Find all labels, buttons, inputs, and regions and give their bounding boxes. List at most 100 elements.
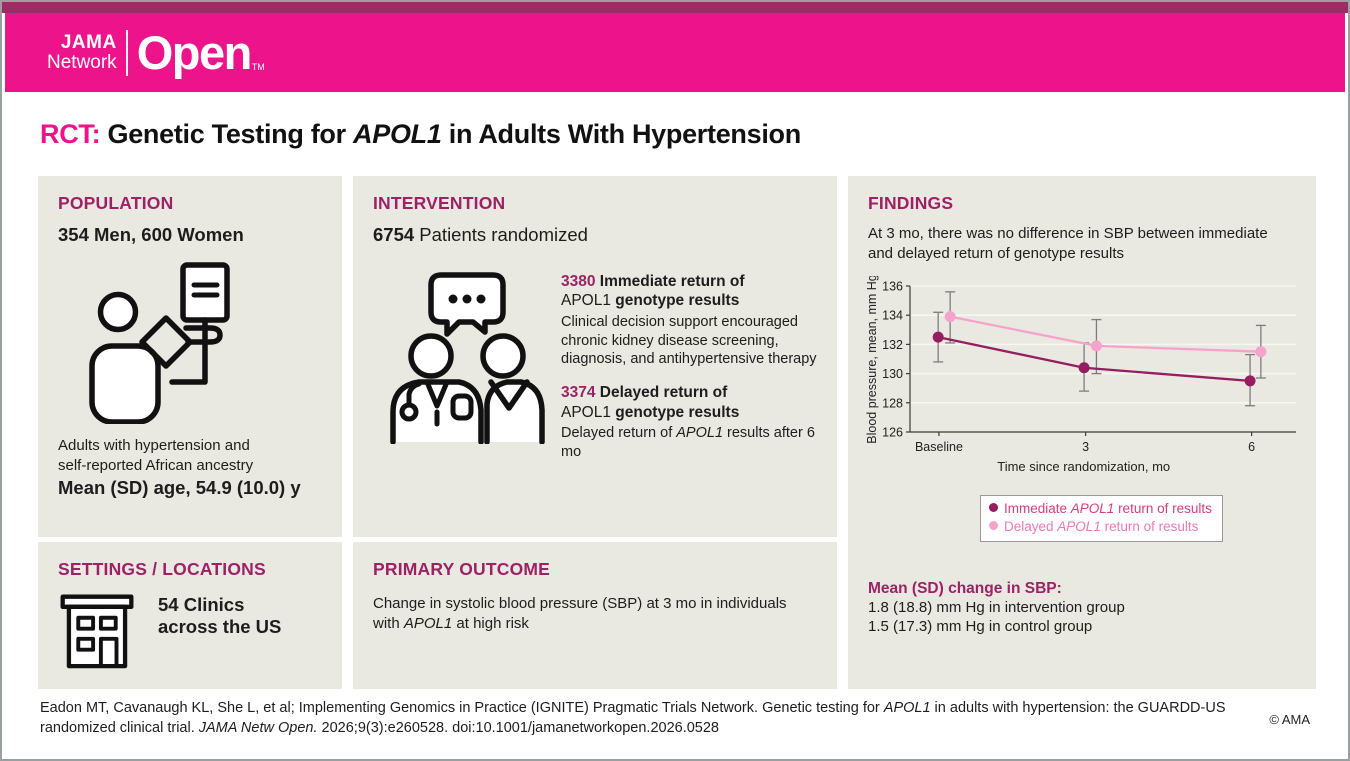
- svg-text:Baseline: Baseline: [915, 440, 963, 454]
- svg-text:134: 134: [882, 309, 903, 323]
- group2-body-pre: Delayed return of: [561, 425, 677, 442]
- primary-outcome-post: at high risk: [452, 615, 529, 633]
- citation-journal: JAMA Netw Open.: [198, 719, 318, 736]
- intervention-count: 6754: [373, 224, 415, 245]
- settings-text: 54 Clinics across the US: [158, 594, 281, 638]
- legend-immediate-post: return of results: [1114, 500, 1212, 516]
- logo-jama-text: JAMA: [60, 32, 117, 54]
- group2-apol1: APOL1: [561, 403, 616, 421]
- legend-immediate-pre: Immediate: [1004, 500, 1071, 516]
- intervention-icon-column: [373, 272, 561, 462]
- jama-network-wordmark: JAMA Network: [47, 33, 117, 72]
- logo-network-text: Network: [47, 51, 117, 73]
- population-desc-line1: Adults with hypertension and: [58, 437, 250, 454]
- settings-row: 54 Clinics across the US: [58, 590, 322, 672]
- svg-text:126: 126: [882, 425, 903, 439]
- group2-body-apol1: APOL1: [676, 425, 724, 442]
- primary-outcome-header: PRIMARY OUTCOME: [373, 559, 551, 579]
- primary-outcome-pre: Change in systolic blood pressure (SBP) …: [373, 595, 787, 633]
- footer: Eadon MT, Cavanaugh KL, She L, et al; Im…: [40, 699, 1310, 738]
- group2-body-post: results after 6 mo: [561, 425, 815, 460]
- delayed-series-marker: [989, 520, 998, 530]
- mean-sd-block: Mean (SD) change in SBP: 1.8 (18.8) mm H…: [868, 580, 1296, 638]
- citation: Eadon MT, Cavanaugh KL, She L, et al; Im…: [40, 699, 1230, 738]
- group1-count: 3380: [561, 273, 596, 290]
- legend-item-immediate: Immediate APOL1 return of results: [989, 500, 1212, 518]
- citation-apol1: APOL1: [883, 700, 931, 716]
- group1-title: Immediate return of: [595, 273, 745, 290]
- primary-outcome-apol1: APOL1: [403, 615, 453, 633]
- header-top-strip: [2, 2, 1348, 13]
- logo-open-text: Open TM: [137, 29, 267, 76]
- population-desc-line2: self-reported African ancestry: [58, 456, 254, 474]
- group1-body: Clinical decision support encouraged chr…: [561, 313, 817, 368]
- legend-delayed-post: return of results: [1100, 518, 1199, 534]
- intervention-group1: 3380 Immediate return of APOL1 genotype …: [561, 272, 817, 369]
- logo-divider: [125, 29, 128, 76]
- group2-title: Delayed return of: [595, 384, 728, 402]
- svg-text:3: 3: [1082, 440, 1089, 454]
- svg-text:130: 130: [882, 367, 903, 381]
- legend-immediate-label: Immediate APOL1 return of results: [1004, 501, 1212, 516]
- svg-text:132: 132: [882, 338, 903, 352]
- patient-blood-pressure-icon: [89, 262, 230, 424]
- intervention-count-line: 6754 Patients randomized: [373, 224, 817, 246]
- group1-heading: 3380 Immediate return of APOL1 genotype …: [561, 272, 817, 311]
- logo-open-word: Open: [136, 26, 253, 79]
- mean-sd-line1: 1.8 (18.8) mm Hg in intervention group: [868, 598, 1125, 616]
- group2-body: Delayed return of APOL1 results after 6 …: [561, 424, 817, 462]
- group1-apol1: APOL1: [561, 292, 616, 310]
- population-description: Adults with hypertension and self-report…: [58, 436, 322, 475]
- population-panel: POPULATION 354 Men, 600 Women Adults wit…: [38, 176, 342, 537]
- svg-text:128: 128: [882, 396, 903, 410]
- group1-genotype: genotype results: [615, 292, 740, 310]
- citation-seg5: 2026;9(3):e260528. doi:10.1001/jamanetwo…: [317, 719, 719, 736]
- title-part2: in Adults With Hypertension: [441, 119, 801, 149]
- brand-header: JAMA Network Open TM: [5, 13, 1345, 92]
- svg-text:Blood pressure, mean, mm Hg: Blood pressure, mean, mm Hg: [865, 276, 879, 444]
- mean-sd-line2: 1.5 (17.3) mm Hg in control group: [868, 618, 1093, 636]
- settings-header: SETTINGS / LOCATIONS: [58, 559, 266, 579]
- legend-delayed-label: Delayed APOL1 return of results: [1004, 519, 1198, 534]
- chart-legend: Immediate APOL1 return of results Delaye…: [980, 494, 1223, 542]
- intervention-text-column: 3380 Immediate return of APOL1 genotype …: [561, 272, 817, 462]
- intervention-panel: INTERVENTION 6754 Patients randomized: [353, 176, 837, 537]
- legend-item-delayed: Delayed APOL1 return of results: [989, 518, 1212, 536]
- copyright-ama: © AMA: [1269, 712, 1310, 727]
- title-apol1: APOL1: [353, 119, 442, 149]
- population-stats: 354 Men, 600 Women: [58, 224, 244, 245]
- intervention-header: INTERVENTION: [373, 193, 506, 213]
- settings-panel: SETTINGS / LOCATIONS 54 Clinics across t…: [38, 542, 342, 689]
- title-rct-prefix: RCT:: [40, 119, 101, 149]
- mean-sd-heading: Mean (SD) change in SBP:: [868, 579, 1062, 597]
- page-title: RCT: Genetic Testing for APOL1 in Adults…: [40, 119, 1348, 150]
- population-header: POPULATION: [58, 193, 174, 213]
- intervention-count-label: Patients randomized: [414, 224, 588, 245]
- findings-panel: FINDINGS At 3 mo, there was no differenc…: [848, 176, 1316, 689]
- intervention-group2: 3374 Delayed return of APOL1 genotype re…: [561, 383, 817, 461]
- svg-text:Time since randomization, mo: Time since randomization, mo: [997, 459, 1170, 474]
- jama-network-open-logo: JAMA Network Open TM: [47, 29, 267, 76]
- panel-grid: POPULATION 354 Men, 600 Women Adults wit…: [38, 176, 1316, 689]
- intervention-body-row: 3380 Immediate return of APOL1 genotype …: [373, 272, 817, 462]
- findings-chart-svg: 126 128 130 132 134 136 Baseline 3 6 Blood pressu…: [865, 274, 1296, 474]
- settings-line2: across the US: [158, 615, 282, 637]
- findings-summary: At 3 mo, there was no difference in SBP …: [868, 225, 1268, 262]
- citation-seg3: in adults with hypertension: the GUARDD-…: [40, 700, 1226, 736]
- group2-count: 3374: [561, 384, 596, 402]
- primary-outcome-body: Change in systolic blood pressure (SBP) …: [373, 594, 813, 635]
- clinic-building-icon: [60, 594, 134, 669]
- clinicians-discussion-icon: [390, 272, 545, 445]
- immediate-series-marker: [989, 502, 998, 512]
- trademark-symbol: TM: [251, 62, 265, 72]
- legend-delayed-apol1: APOL1: [1057, 518, 1101, 534]
- findings-chart: 126 128 130 132 134 136 Baseline 3 6 Blood pressu…: [864, 274, 1296, 483]
- group2-genotype: genotype results: [615, 403, 740, 421]
- settings-line1: 54 Clinics: [158, 594, 245, 615]
- findings-header: FINDINGS: [868, 193, 954, 213]
- legend-delayed-pre: Delayed: [1004, 518, 1058, 534]
- citation-seg1: Eadon MT, Cavanaugh KL, She L, et al; Im…: [40, 700, 884, 716]
- population-age: Mean (SD) age, 54.9 (10.0) y: [58, 477, 301, 498]
- group2-heading: 3374 Delayed return of APOL1 genotype re…: [561, 383, 817, 422]
- svg-text:136: 136: [882, 279, 903, 293]
